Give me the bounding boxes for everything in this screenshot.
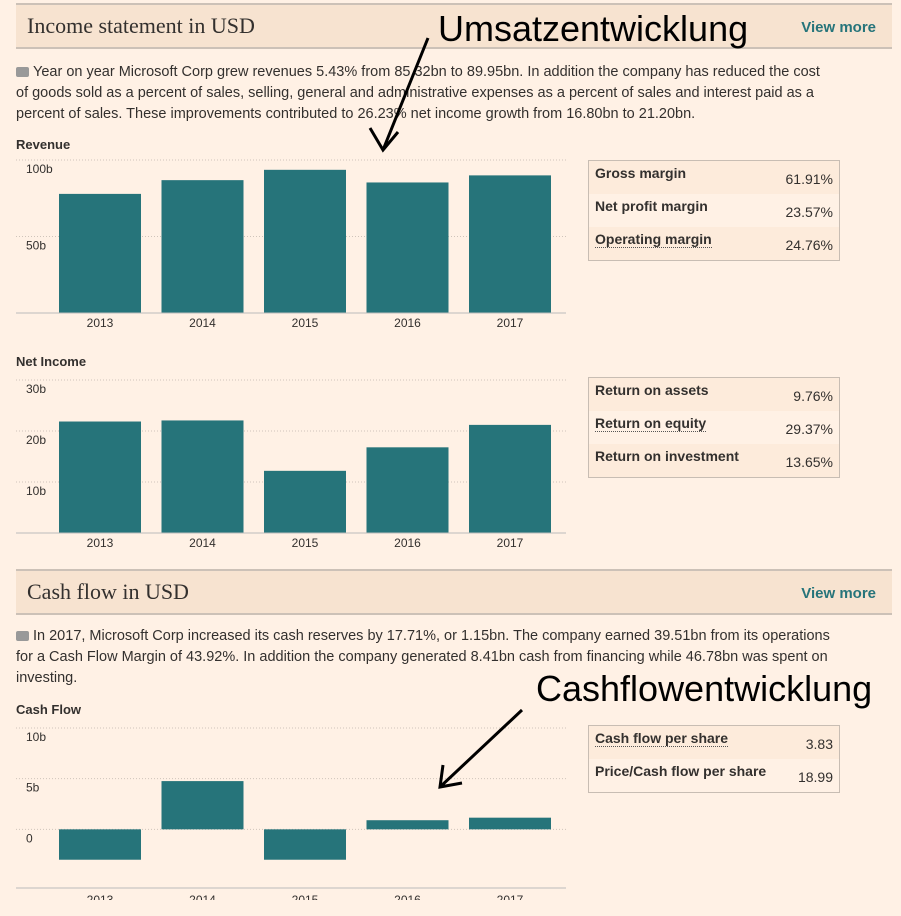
bar-2015: [264, 470, 346, 533]
stat-row: Cash flow per share 3.83: [589, 726, 839, 759]
stat-value: 23.57%: [785, 204, 833, 220]
income-summary-text: Year on year Microsoft Corp grew revenue…: [16, 64, 820, 122]
stat-value: 3.83: [805, 736, 833, 752]
revenue-annotation: Umsatzentwicklung: [438, 8, 749, 49]
income-header: Income statement in USD View more: [16, 3, 892, 49]
stat-value: 61.91%: [785, 171, 833, 187]
income-summary: Year on year Microsoft Corp grew revenue…: [16, 62, 836, 125]
x-tick-label: 2015: [292, 893, 319, 900]
stat-row: Return on assets 9.76%: [589, 378, 839, 411]
stat-label: Price/Cash flow per share: [595, 763, 767, 779]
bar-2016: [366, 447, 449, 533]
x-tick-label: 2014: [189, 536, 216, 550]
bar-2014: [161, 781, 244, 830]
net-income-label: Net Income: [16, 354, 87, 369]
x-tick-label: 2017: [497, 893, 524, 900]
comment-icon: [16, 631, 29, 641]
bar-2016: [366, 820, 449, 830]
x-tick-label: 2016: [394, 893, 421, 900]
cashflow-title: Cash flow in USD: [27, 579, 189, 604]
y-tick-label: 20b: [26, 433, 46, 447]
x-tick-label: 2014: [189, 893, 216, 900]
x-tick-label: 2017: [497, 536, 524, 550]
x-tick-label: 2013: [87, 536, 114, 550]
y-tick-label: 0: [26, 831, 33, 845]
bar-2013: [59, 193, 141, 313]
x-tick-label: 2015: [292, 536, 319, 550]
stat-label: Return on assets: [595, 382, 709, 398]
income-view-more-link[interactable]: View more: [801, 19, 876, 36]
revenue-label: Revenue: [16, 137, 71, 152]
stat-row: Price/Cash flow per share 18.99: [589, 759, 839, 792]
stat-value: 24.76%: [785, 237, 833, 253]
cashflow-view-more-link[interactable]: View more: [801, 585, 876, 602]
stat-label: Return on equity: [595, 415, 707, 432]
y-tick-label: 100b: [26, 162, 53, 176]
arrow-icon: [438, 708, 524, 789]
stat-label: Net profit margin: [595, 198, 708, 214]
x-tick-label: 2014: [189, 316, 216, 330]
stat-label: Return on investment: [595, 448, 739, 464]
y-tick-label: 30b: [26, 382, 46, 396]
cash-flow-chart: 10b 5b 0 2013 2014 2015 2016 2017: [16, 727, 566, 900]
revenue-chart: 100b 50b 2013 2014 2015 2016 2017: [16, 159, 566, 330]
stat-value: 13.65%: [785, 454, 833, 470]
cashflow-summary-text: In 2017, Microsoft Corp increased its ca…: [16, 628, 830, 686]
x-tick-label: 2016: [394, 536, 421, 550]
x-tick-label: 2016: [394, 316, 421, 330]
stat-row: Net profit margin 23.57%: [589, 194, 839, 227]
stat-row: Return on equity 29.37%: [589, 411, 839, 444]
bar-2017: [469, 817, 551, 830]
cashflow-summary: In 2017, Microsoft Corp increased its ca…: [16, 626, 836, 689]
y-tick-label: 5b: [26, 781, 40, 795]
x-tick-label: 2015: [292, 316, 319, 330]
bar-2016: [366, 182, 449, 313]
returns-table: Return on assets 9.76% Return on equity 29.…: [588, 377, 840, 478]
cashflow-header: Cash flow in USD View more: [16, 569, 892, 615]
x-tick-label: 2017: [497, 316, 524, 330]
x-tick-label: 2013: [87, 316, 114, 330]
bar-2015: [264, 829, 346, 860]
bar-2013: [59, 421, 141, 533]
bar-2017: [469, 424, 551, 533]
bar-2015: [264, 169, 346, 313]
stat-value: 18.99: [797, 769, 833, 785]
income-title: Income statement in USD: [27, 13, 255, 38]
y-tick-label: 50b: [26, 239, 46, 253]
y-tick-label: 10b: [26, 730, 46, 744]
bar-2017: [469, 175, 551, 313]
cashflow-stats-table: Cash flow per share 3.83 Price/Cash flow p…: [588, 725, 840, 793]
bar-2014: [161, 180, 244, 313]
bar-2014: [161, 420, 244, 533]
y-tick-label: 10b: [26, 484, 46, 498]
cashflow-annotation: Cashflowentwicklung: [536, 668, 873, 709]
stat-value: 9.76%: [793, 388, 833, 404]
margins-table: Gross margin 61.91% Net profit margin 23.57…: [588, 160, 840, 261]
cash-flow-label: Cash Flow: [16, 702, 82, 717]
stat-row: Gross margin 61.91%: [589, 161, 839, 194]
stat-label: Operating margin: [595, 231, 712, 248]
stat-value: 29.37%: [785, 421, 833, 437]
bar-2013: [59, 829, 141, 860]
stat-row: Operating margin 24.76%: [589, 227, 839, 260]
stat-label: Gross margin: [595, 165, 687, 181]
comment-icon: [16, 67, 29, 77]
x-tick-label: 2013: [87, 893, 114, 900]
stat-row: Return on investment 13.65%: [589, 444, 839, 477]
arrow-icon: [368, 37, 430, 153]
net-income-chart: 30b 20b 10b 2013 2014 2015 2016 2017: [16, 379, 566, 550]
stat-label: Cash flow per share: [595, 730, 729, 747]
